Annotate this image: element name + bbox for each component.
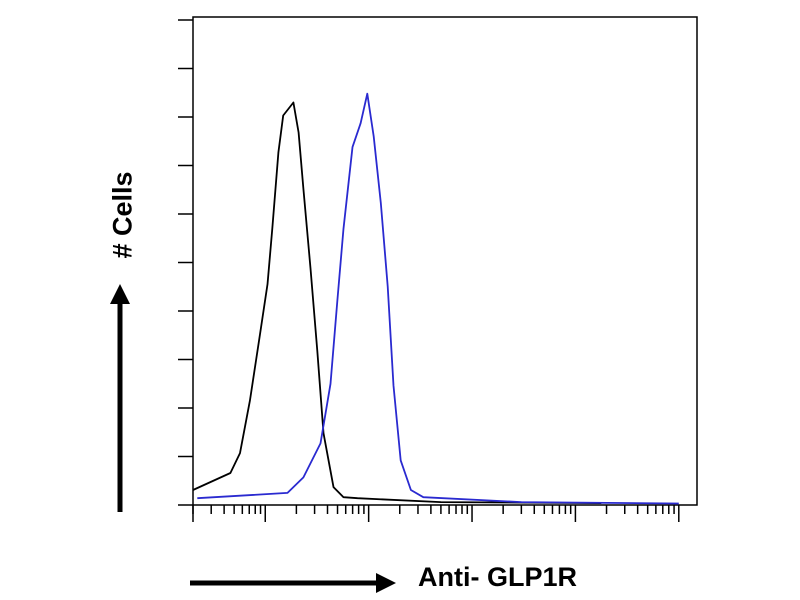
y-axis-label-text: # Cells — [107, 171, 138, 259]
x-arrow — [190, 573, 396, 593]
y-ticks — [178, 19, 193, 506]
series-group — [192, 92, 679, 505]
x-axis-label: Anti- GLP1R — [418, 562, 577, 592]
y-arrow — [110, 284, 130, 512]
y-axis-label: # Cells — [103, 150, 143, 280]
plot-frame — [192, 16, 698, 506]
x-ticks — [192, 505, 680, 522]
series-line-2 — [197, 92, 679, 505]
series-line-1 — [192, 101, 602, 504]
